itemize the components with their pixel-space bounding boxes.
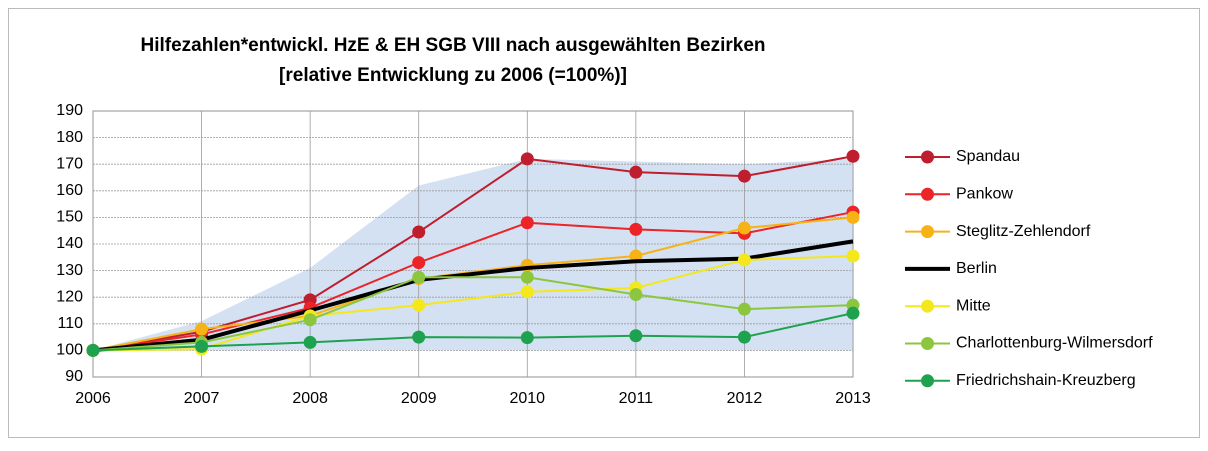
point <box>846 249 860 263</box>
point <box>846 149 860 163</box>
legend-label: Charlottenburg-Wilmersdorf <box>956 335 1153 352</box>
y-tick-label: 180 <box>56 129 83 146</box>
point <box>412 330 426 344</box>
legend-marker <box>921 225 934 239</box>
series-line <box>92 312 854 352</box>
y-tick-label: 100 <box>56 342 83 359</box>
x-tick-label: 2006 <box>75 390 111 407</box>
point <box>412 225 426 239</box>
legend-marker <box>921 374 934 388</box>
point <box>846 210 860 224</box>
range-area <box>93 158 853 351</box>
legend-label: Spandau <box>956 148 1020 165</box>
point <box>629 329 643 343</box>
point <box>303 335 317 349</box>
point <box>195 339 209 353</box>
chart-title: [relative Entwicklung zu 2006 (=100%)] <box>279 65 627 86</box>
series-line <box>92 276 854 352</box>
y-tick-label: 110 <box>57 315 83 332</box>
point <box>412 270 426 284</box>
point <box>86 343 100 357</box>
point <box>195 322 209 336</box>
y-tick-label: 130 <box>56 262 83 279</box>
x-tick-label: 2012 <box>727 390 763 407</box>
y-tick-label: 190 <box>56 102 83 119</box>
y-tick-label: 140 <box>56 235 83 252</box>
point <box>846 306 860 320</box>
y-tick-label: 160 <box>56 182 83 199</box>
point <box>412 298 426 312</box>
legend-label: Mitte <box>956 297 991 314</box>
point <box>520 285 534 299</box>
point <box>737 330 751 344</box>
legend-marker <box>921 187 934 201</box>
legend-marker <box>921 337 934 350</box>
legend-label: Steglitz-Zehlendorf <box>956 223 1091 240</box>
x-tick-label: 2007 <box>184 390 220 407</box>
point <box>520 216 534 230</box>
x-tick-label: 2011 <box>619 390 654 407</box>
legend-label: Berlin <box>956 260 997 277</box>
point <box>520 152 534 166</box>
point <box>520 270 534 284</box>
point <box>629 288 643 302</box>
point <box>737 302 751 316</box>
x-tick-label: 2009 <box>401 390 437 407</box>
y-tick-label: 150 <box>56 209 83 226</box>
point <box>737 169 751 183</box>
series-line <box>92 239 854 353</box>
x-tick-label: 2010 <box>509 390 545 407</box>
y-tick-label: 90 <box>65 368 83 385</box>
legend-label: Pankow <box>956 186 1013 203</box>
y-tick-label: 170 <box>56 155 83 172</box>
point <box>412 256 426 270</box>
point <box>629 222 643 236</box>
point <box>520 331 534 345</box>
x-tick-label: 2008 <box>292 390 328 407</box>
point <box>737 253 751 267</box>
legend-label: Friedrichshain-Kreuzberg <box>956 372 1136 389</box>
x-tick-label: 2013 <box>835 390 871 407</box>
point <box>737 221 751 235</box>
chart-title: Hilfezahlen*entwickl. HzE & EH SGB VIII … <box>140 35 765 56</box>
point <box>629 165 643 179</box>
point <box>303 313 317 327</box>
y-tick-label: 120 <box>56 288 83 305</box>
legend-marker <box>921 299 934 313</box>
legend-marker <box>921 150 934 164</box>
series-line <box>92 254 854 352</box>
